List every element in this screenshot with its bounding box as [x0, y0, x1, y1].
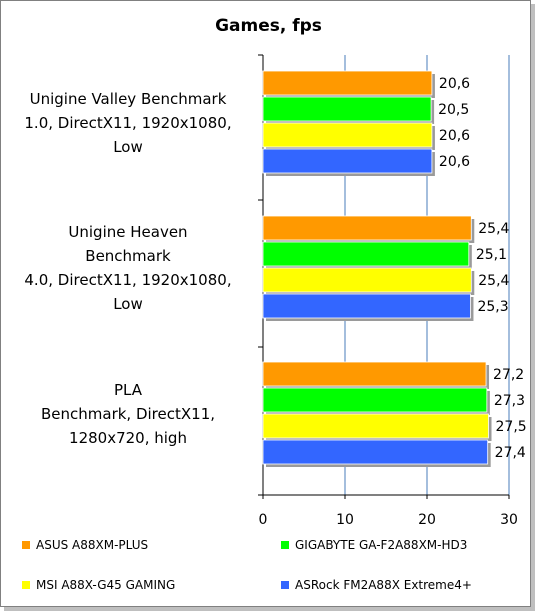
bar-1-3	[262, 122, 433, 148]
data-label-1-2: 20,5	[438, 102, 469, 118]
data-label-2-4: 25,3	[477, 299, 508, 315]
category-label-line: Benchmark, DirectX11,	[40, 405, 216, 423]
x-tick-label-20: 20	[418, 512, 436, 528]
legend-swatch	[281, 541, 289, 549]
data-label-2-1: 25,4	[478, 221, 509, 237]
category-label-line: Benchmark	[85, 247, 171, 265]
legend-label: GIGABYTE GA-F2A88XM-HD3	[295, 538, 468, 552]
category-label-line: Unigine Heaven	[68, 223, 188, 241]
chart-title: Games, fps	[215, 16, 322, 36]
bar-1-2	[262, 96, 432, 122]
legend-label: MSI A88X-G45 GAMING	[36, 578, 176, 592]
bar-2-2	[262, 241, 470, 267]
legend-item-1: ASUS A88XM-PLUS	[22, 538, 148, 552]
x-tick-label-30: 30	[500, 512, 518, 528]
legend-item-4: ASRock FM2A88X Extreme4+	[281, 578, 472, 592]
legend-label: ASUS A88XM-PLUS	[36, 538, 149, 552]
data-label-3-2: 27,3	[494, 393, 525, 409]
data-label-2-2: 25,1	[476, 247, 507, 263]
legend-swatch	[281, 581, 289, 589]
category-label-line: Low	[113, 138, 143, 156]
category-label-line: 1.0, DirectX11, 1920x1080,	[24, 114, 232, 132]
data-label-1-4: 20,6	[439, 154, 470, 170]
legend-swatch	[22, 581, 30, 589]
legend-swatch	[22, 541, 30, 549]
legend-item-2: GIGABYTE GA-F2A88XM-HD3	[281, 538, 467, 552]
legend-label: ASRock FM2A88X Extreme4+	[295, 578, 472, 592]
bar-2-3	[262, 267, 472, 293]
data-label-3-1: 27,2	[493, 367, 524, 383]
bar-2-1	[262, 215, 472, 241]
bar-1-1	[262, 70, 433, 96]
bar-3-4	[262, 439, 489, 465]
data-label-3-3: 27,5	[496, 419, 527, 435]
legend-item-3: MSI A88X-G45 GAMING	[22, 578, 175, 592]
data-label-1-3: 20,6	[439, 128, 470, 144]
bar-3-2	[262, 387, 488, 413]
category-label-2: Unigine Heaven Benchmark 4.0, DirectX11, 1…	[8, 220, 248, 316]
category-label-line: Low	[113, 295, 143, 313]
data-label-1-1: 20,6	[439, 76, 470, 92]
category-label-line: PLA	[113, 381, 142, 399]
category-label-line: 1280x720, high	[69, 429, 187, 447]
bar-1-4	[262, 148, 433, 174]
x-tick-label-0: 0	[259, 512, 268, 528]
data-label-2-3: 25,4	[478, 273, 509, 289]
data-label-3-4: 27,4	[495, 445, 526, 461]
category-label-line: Unigine Valley Benchmark	[29, 90, 227, 108]
category-label-1: Unigine Valley Benchmark 1.0, DirectX11, …	[8, 87, 248, 159]
category-label-line: 4.0, DirectX11, 1920x1080,	[24, 271, 232, 289]
x-tick-label-10: 10	[336, 512, 354, 528]
category-label-3: PLA Benchmark, DirectX11, 1280x720, high	[8, 378, 248, 450]
bar-2-4	[262, 293, 471, 319]
bar-3-3	[262, 413, 489, 439]
bar-3-1	[262, 361, 487, 387]
